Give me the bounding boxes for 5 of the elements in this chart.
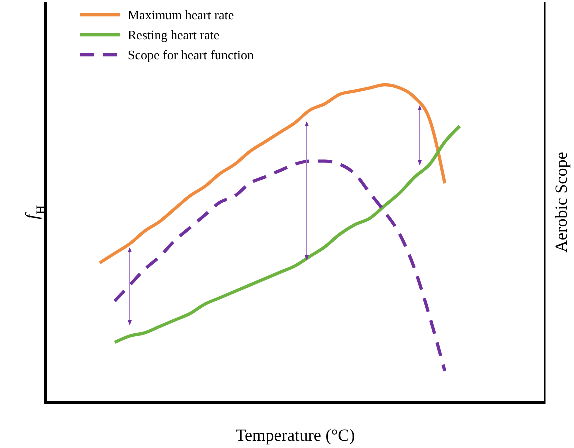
legend-label: Resting heart rate <box>128 28 220 42</box>
y2-axis-title: Aerobic Scope <box>552 152 571 253</box>
x-axis-title: Temperature (°C) <box>236 426 356 445</box>
legend-label: Scope for heart function <box>128 48 254 62</box>
legend-label: Maximum heart rate <box>128 8 234 22</box>
